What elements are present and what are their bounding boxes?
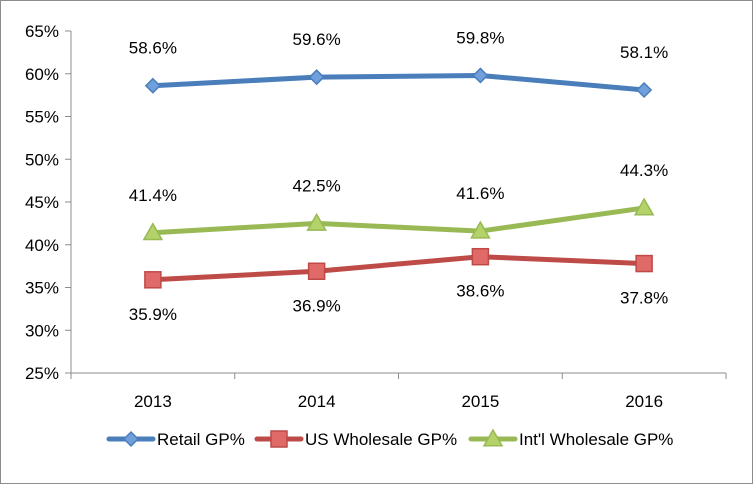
- data-point[interactable]: [635, 254, 653, 273]
- y-tick-label: 35%: [25, 279, 59, 298]
- x-tick-label: 2013: [134, 392, 172, 411]
- data-label: 36.9%: [293, 296, 341, 315]
- data-label: 38.6%: [456, 282, 504, 301]
- data-point[interactable]: [144, 271, 162, 289]
- x-tick-label: 2015: [461, 392, 499, 411]
- data-point[interactable]: [471, 247, 490, 266]
- legend-label: Retail GP%: [157, 430, 245, 449]
- legend-item[interactable]: Int'l Wholesale GP%: [468, 428, 673, 449]
- data-label: 59.8%: [456, 28, 504, 47]
- data-point[interactable]: [307, 262, 326, 281]
- legend-label: Int'l Wholesale GP%: [519, 430, 673, 449]
- y-tick-label: 60%: [25, 65, 59, 84]
- legend[interactable]: Retail GP% US Wholesale GP% Int'l Wholesal…: [106, 428, 673, 449]
- legend-item[interactable]: US Wholesale GP%: [254, 430, 457, 449]
- y-tick-label: 30%: [25, 321, 59, 340]
- legend-label: US Wholesale GP%: [305, 430, 457, 449]
- series-line: [150, 205, 647, 236]
- series-layer: 58.6% 59.6% 59.8% 58.1% 35.9% 36.9% 38.6% 37.8%…: [129, 28, 668, 323]
- data-point[interactable]: [633, 197, 655, 216]
- series-2: 35.9% 36.9% 38.6% 37.8%: [129, 247, 668, 324]
- y-tick-label: 40%: [25, 236, 59, 255]
- y-tick-label: 50%: [25, 150, 59, 169]
- series-line: [150, 72, 647, 93]
- data-point[interactable]: [308, 69, 325, 86]
- data-point[interactable]: [472, 67, 489, 84]
- y-tick-label: 65%: [25, 22, 59, 41]
- data-point[interactable]: [144, 77, 161, 94]
- y-tick-label: 25%: [25, 364, 59, 383]
- y-tick-label: 45%: [25, 193, 59, 212]
- data-label: 59.6%: [293, 30, 341, 49]
- series-1: 58.6% 59.6% 59.8% 58.1%: [129, 28, 668, 99]
- data-label: 58.6%: [129, 39, 177, 58]
- x-tick-label: 2014: [298, 392, 336, 411]
- y-tick-label: 55%: [25, 108, 59, 127]
- data-point[interactable]: [306, 212, 327, 231]
- data-point[interactable]: [470, 220, 491, 239]
- data-label: 42.5%: [293, 176, 341, 195]
- data-label: 41.6%: [456, 184, 504, 203]
- axes: 25% 30% 35% 40% 45% 50% 55% 60% 65% 2013 2014 2015 2…: [25, 22, 727, 411]
- data-label: 37.8%: [620, 289, 668, 308]
- data-label: 44.3%: [620, 161, 668, 180]
- x-tick-label: 2016: [625, 392, 663, 411]
- legend-marker[interactable]: [270, 430, 288, 448]
- series-3: 41.4% 42.5% 41.6% 44.3%: [129, 161, 668, 241]
- data-point[interactable]: [636, 81, 653, 99]
- data-point[interactable]: [142, 222, 164, 241]
- data-label: 41.4%: [129, 186, 177, 205]
- data-label: 35.9%: [129, 305, 177, 324]
- legend-item[interactable]: Retail GP%: [106, 430, 245, 449]
- data-label: 58.1%: [620, 43, 668, 62]
- legend-marker[interactable]: [122, 430, 140, 448]
- series-line: [150, 254, 647, 283]
- legend-marker[interactable]: [482, 428, 504, 447]
